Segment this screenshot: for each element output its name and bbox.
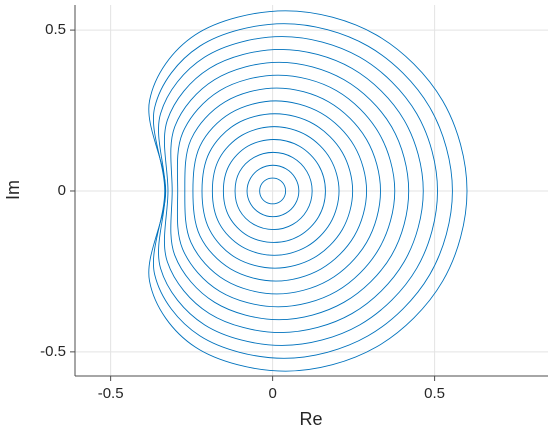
curve [163,48,424,334]
curve [176,74,396,308]
y-tick-label: 0 [58,182,66,199]
curve [192,100,368,282]
curve [222,139,326,243]
x-tick-label: 0.5 [424,385,445,402]
x-tick-label: 0 [268,385,276,402]
curve [246,164,300,218]
y-axis-label: Im [3,180,23,200]
curve [201,113,354,269]
curve [211,126,340,256]
y-tick-label: 0.5 [45,21,66,38]
x-tick-label: -0.5 [98,385,124,402]
curve [153,23,453,359]
curve [234,151,313,231]
x-axis-label: Re [299,409,322,429]
curve [170,61,410,321]
curve [148,10,468,372]
y-tick-label: -0.5 [40,343,66,360]
curve [184,87,381,295]
curve [259,177,287,205]
